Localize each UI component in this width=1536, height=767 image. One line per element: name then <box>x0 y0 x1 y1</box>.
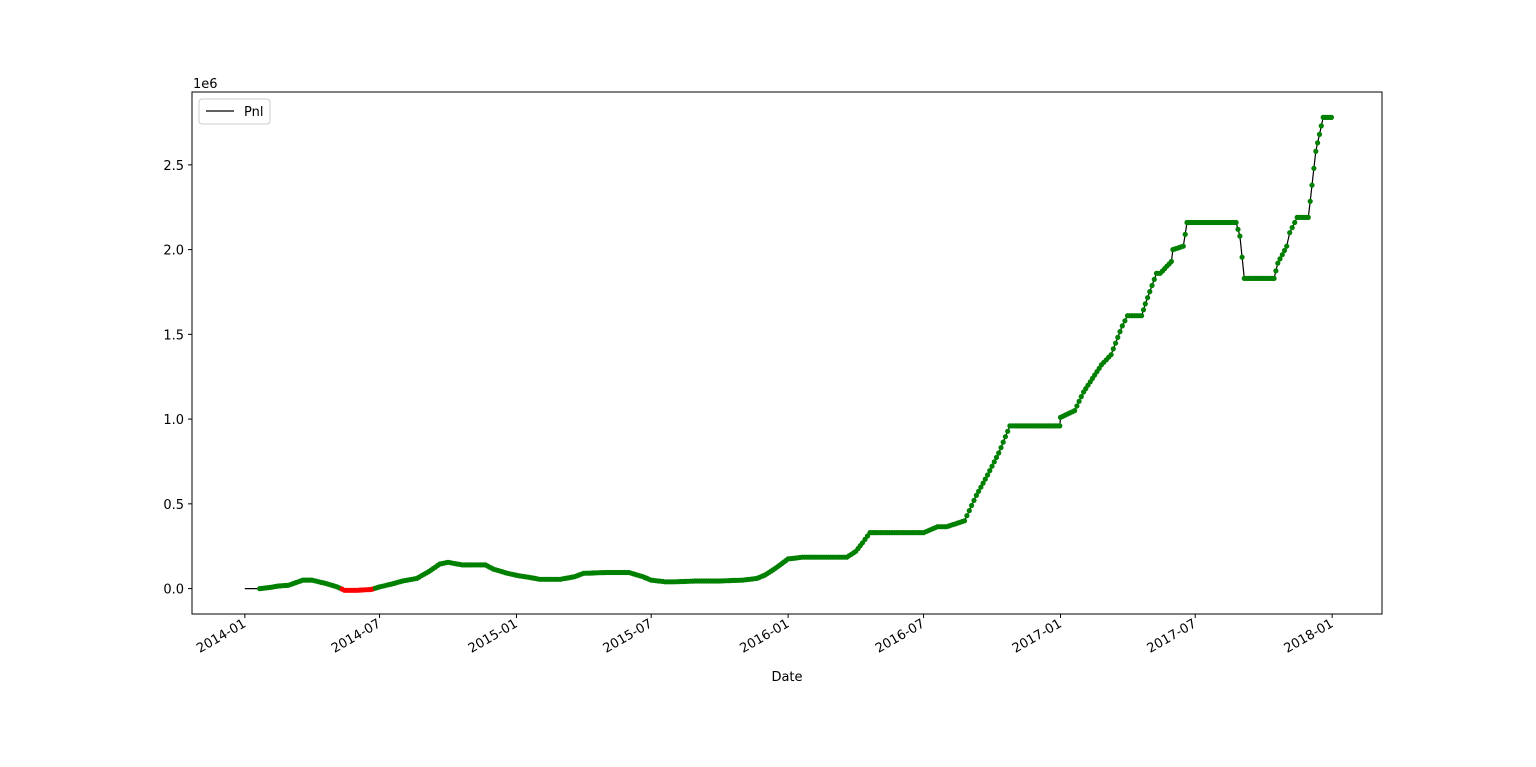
pnl-point <box>976 488 982 494</box>
pnl-point <box>1110 346 1116 352</box>
pnl-point <box>1000 439 1006 445</box>
x-tick-label: 2017-01 <box>1010 616 1065 656</box>
pnl-point <box>1233 219 1239 226</box>
x-tick-label: 2014-07 <box>329 616 384 656</box>
x-tick-label: 2018-01 <box>1282 616 1337 656</box>
pnl-point <box>993 454 1000 460</box>
legend: Pnl <box>198 98 271 125</box>
pnl-point <box>1239 254 1245 260</box>
pnl-point <box>969 502 975 509</box>
x-axis: 2014-01 2014-07 2015-01 2015-07 2016-01 2016-… <box>194 614 1336 657</box>
pnl-point <box>1119 323 1125 329</box>
pnl-markers <box>257 114 1334 593</box>
pnl-point <box>961 518 968 524</box>
pnl-point <box>1281 247 1288 254</box>
pnl-point <box>1076 398 1082 404</box>
pnl-point <box>1142 301 1148 307</box>
x-tick-label: 2015-07 <box>601 616 656 656</box>
pnl-point <box>1005 428 1011 434</box>
pnl-point <box>989 463 995 469</box>
pnl-point <box>1292 219 1298 226</box>
pnl-point <box>1309 182 1315 188</box>
pnl-point <box>1277 256 1283 262</box>
pnl-point <box>1117 329 1123 335</box>
pnl-point <box>998 445 1004 451</box>
pnl-point <box>1057 423 1063 429</box>
pnl-point <box>1313 148 1319 154</box>
pnl-point <box>1002 434 1009 440</box>
pnl-point <box>1307 198 1313 204</box>
pnl-point <box>1074 403 1080 409</box>
pnl-point <box>1182 231 1188 237</box>
pnl-point <box>1149 282 1155 289</box>
pnl-point <box>973 492 980 498</box>
pnl-point <box>1318 123 1324 129</box>
pnl-point <box>1311 165 1317 171</box>
pnl-point <box>978 484 984 490</box>
pnl-point <box>1279 252 1285 258</box>
x-tick-label: 2015-01 <box>466 616 521 656</box>
pnl-point <box>1072 408 1078 414</box>
pnl-point <box>1168 258 1174 265</box>
pnl-point <box>966 508 972 514</box>
legend-entry-pnl: Pnl <box>244 105 263 120</box>
x-tick-label: 2017-07 <box>1145 616 1200 656</box>
y-tick-label: 0.5 <box>163 498 184 513</box>
x-tick-label: 2014-01 <box>194 616 249 656</box>
pnl-point <box>964 513 970 519</box>
pnl-point <box>1078 394 1084 400</box>
x-tick-label: 2016-07 <box>873 616 928 656</box>
y-tick-label: 0.0 <box>163 583 184 598</box>
pnl-point <box>991 459 997 465</box>
x-axis-label: Date <box>771 670 802 685</box>
y-tick-label: 1.5 <box>163 328 184 343</box>
pnl-point <box>985 472 991 478</box>
pnl-point <box>1147 289 1153 295</box>
pnl-point <box>1305 214 1311 220</box>
pnl-point <box>1328 114 1334 120</box>
y-tick-label: 2.0 <box>163 244 184 259</box>
y-offset-label: 1e6 <box>193 77 218 92</box>
pnl-point <box>1287 230 1293 236</box>
pnl-point <box>1108 352 1114 358</box>
pnl-point <box>1237 233 1243 239</box>
plot-frame <box>191 91 1383 615</box>
pnl-point <box>980 480 986 486</box>
pnl-point <box>982 476 988 482</box>
pnl-point <box>1115 334 1121 340</box>
legend-frame <box>198 98 271 125</box>
pnl-point <box>1113 340 1119 346</box>
pnl-point <box>996 450 1002 456</box>
y-tick-label: 1.0 <box>163 413 184 428</box>
pnl-point <box>1235 226 1241 232</box>
pnl-point <box>1145 295 1151 301</box>
pnl-point <box>1151 276 1157 282</box>
pnl-point <box>987 468 993 474</box>
x-tick-label: 2016-01 <box>738 616 793 656</box>
pnl-point <box>1315 140 1321 146</box>
pnl-point <box>1180 243 1186 249</box>
pnl-point <box>1273 268 1279 274</box>
pnl-point <box>1271 275 1277 281</box>
y-tick-label: 2.5 <box>163 159 184 174</box>
pnl-point <box>1140 307 1147 313</box>
pnl-point <box>1289 225 1295 231</box>
pnl-point <box>1316 131 1323 137</box>
y-axis: 0.0 0.5 1.0 1.5 2.0 2.5 <box>163 159 192 598</box>
pnl-point <box>1284 243 1290 249</box>
plot-area <box>192 92 1382 614</box>
pnl-point <box>971 497 977 503</box>
pnl-point <box>1122 318 1128 324</box>
pnl-point <box>1139 313 1145 319</box>
pnl-point <box>1275 260 1281 266</box>
